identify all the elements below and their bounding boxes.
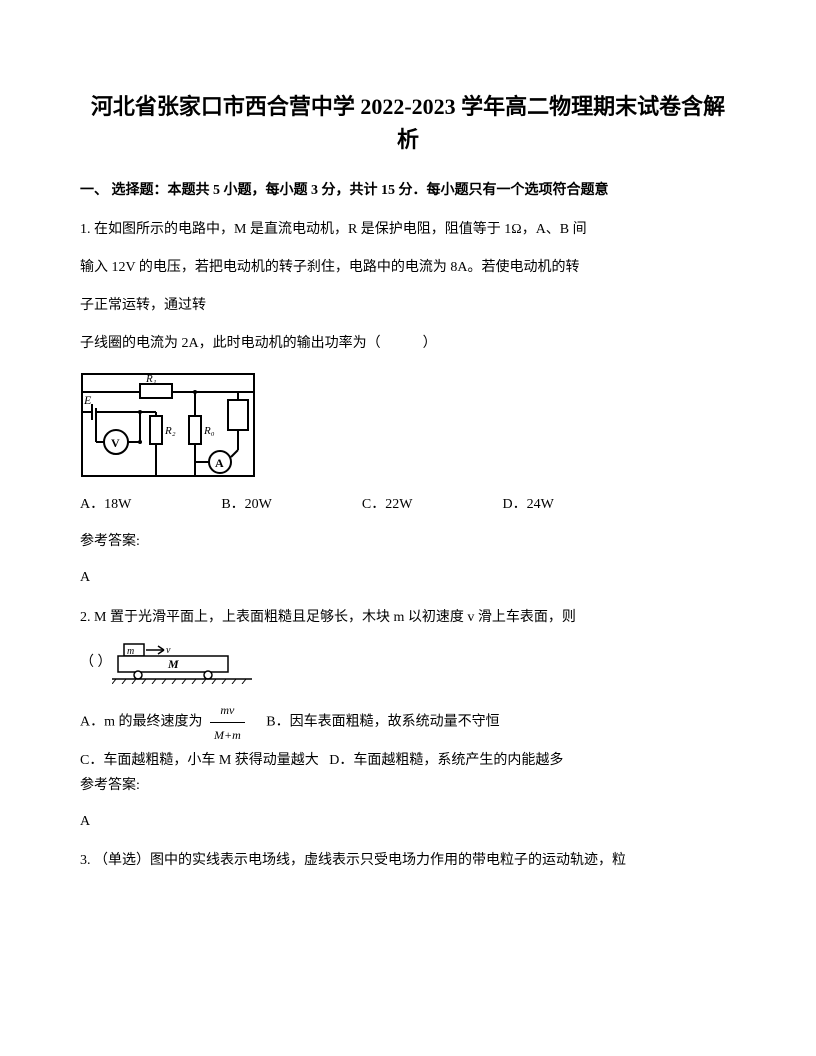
circuit-diagram: E V R₁ R₂ R₀ A bbox=[80, 372, 260, 482]
cart-diagram: m v M bbox=[112, 642, 252, 684]
q1-line1: 1. 在如图所示的电路中，M 是直流电动机，R 是保护电阻，阻值等于 1Ω，A、… bbox=[80, 216, 736, 244]
q2-answer-label: 参考答案: bbox=[80, 775, 736, 797]
section-header: 一、 选择题：本题共 5 小题，每小题 3 分，共计 15 分．每小题只有一个选… bbox=[80, 180, 736, 202]
q1-option-b: B．20W bbox=[221, 494, 272, 516]
q2-option-c: C．车面越粗糙，小车 M 获得动量越大 bbox=[80, 753, 319, 768]
q2-options: A．m 的最终速度为 mv M+m B．因车表面粗糙，故系统动量不守恒 C．车面… bbox=[80, 698, 736, 775]
page-title: 河北省张家口市西合营中学 2022-2023 学年高二物理期末试卷含解析 bbox=[80, 90, 736, 156]
q2-option-d: D．车面越粗糙，系统产生的内能越多 bbox=[329, 753, 563, 768]
q1-options: A．18W B．20W C．22W D．24W bbox=[80, 494, 736, 516]
svg-text:M: M bbox=[167, 657, 179, 671]
question-2: 2. M 置于光滑平面上，上表面粗糙且足够长，木块 m 以初速度 v 滑上车表面… bbox=[80, 604, 736, 684]
q1-option-d: D．24W bbox=[502, 494, 553, 516]
fraction-icon: mv M+m bbox=[210, 698, 245, 747]
q2-option-b: B．因车表面粗糙，故系统动量不守恒 bbox=[266, 714, 499, 729]
svg-text:R₀: R₀ bbox=[203, 425, 215, 437]
q1-line2: 输入 12V 的电压，若把电动机的转子刹住，电路中的电流为 8A。若使电动机的转 bbox=[80, 254, 736, 282]
svg-text:R₂: R₂ bbox=[164, 425, 176, 437]
q3-text: 3. （单选）图中的实线表示电场线，虚线表示只受电场力作用的带电粒子的运动轨迹，… bbox=[80, 847, 736, 875]
q2-paren: （ ） bbox=[80, 649, 112, 677]
svg-text:E: E bbox=[83, 393, 92, 407]
question-3: 3. （单选）图中的实线表示电场线，虚线表示只受电场力作用的带电粒子的运动轨迹，… bbox=[80, 847, 736, 875]
q2-text: 2. M 置于光滑平面上，上表面粗糙且足够长，木块 m 以初速度 v 滑上车表面… bbox=[80, 604, 736, 632]
q2-answer: A bbox=[80, 811, 736, 833]
frac-denominator: M+m bbox=[210, 723, 245, 747]
q2-option-a-pre: A．m 的最终速度为 bbox=[80, 714, 203, 729]
svg-text:V: V bbox=[111, 436, 120, 450]
q1-option-c: C．22W bbox=[362, 494, 413, 516]
svg-text:R₁: R₁ bbox=[145, 373, 157, 385]
svg-text:A: A bbox=[215, 456, 224, 470]
frac-numerator: mv bbox=[210, 698, 245, 723]
q1-line4: 子线圈的电流为 2A，此时电动机的输出功率为（ ） bbox=[80, 330, 736, 358]
svg-text:v: v bbox=[166, 645, 171, 656]
q1-answer: A bbox=[80, 567, 736, 589]
q1-line3: 子正常运转，通过转 bbox=[80, 292, 736, 320]
q1-option-a: A．18W bbox=[80, 494, 131, 516]
question-1: 1. 在如图所示的电路中，M 是直流电动机，R 是保护电阻，阻值等于 1Ω，A、… bbox=[80, 216, 736, 358]
q1-answer-label: 参考答案: bbox=[80, 531, 736, 553]
